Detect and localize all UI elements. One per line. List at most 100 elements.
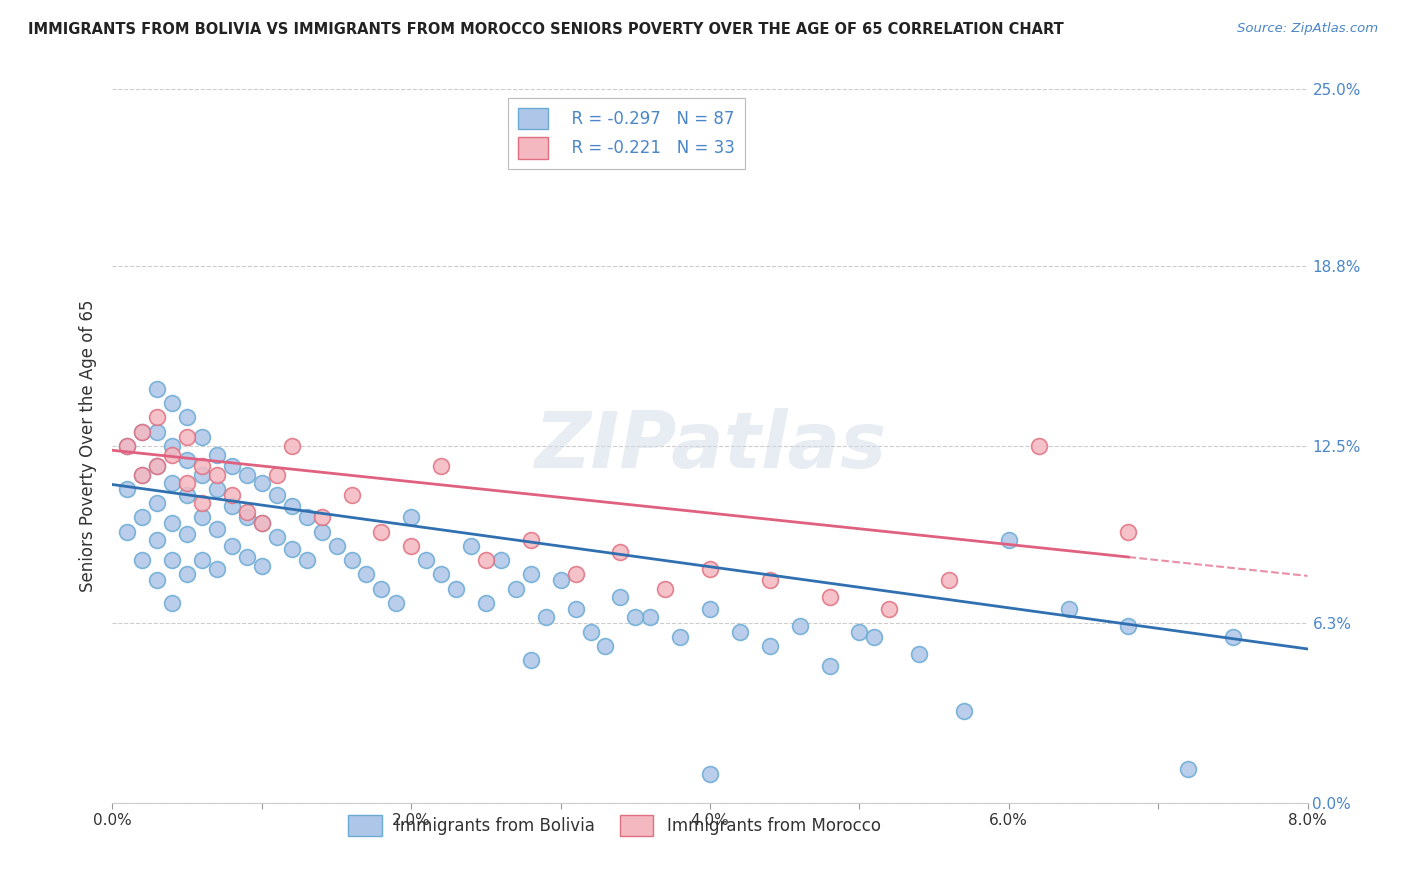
Point bbox=[699, 767, 721, 781]
Point bbox=[221, 487, 243, 501]
Point bbox=[266, 487, 288, 501]
Point bbox=[654, 582, 676, 596]
Point bbox=[176, 487, 198, 501]
Point bbox=[550, 573, 572, 587]
Point bbox=[818, 658, 841, 673]
Point bbox=[325, 539, 347, 553]
Point bbox=[236, 467, 259, 482]
Point bbox=[430, 458, 453, 473]
Point bbox=[579, 624, 602, 639]
Point bbox=[1177, 762, 1199, 776]
Point bbox=[162, 516, 183, 530]
Point bbox=[191, 510, 214, 524]
Point bbox=[728, 624, 751, 639]
Point bbox=[176, 476, 198, 491]
Point bbox=[131, 553, 153, 567]
Point bbox=[370, 524, 392, 539]
Point bbox=[146, 458, 169, 473]
Point bbox=[863, 630, 886, 644]
Point bbox=[401, 510, 423, 524]
Point bbox=[564, 601, 586, 615]
Point bbox=[1118, 524, 1140, 539]
Point bbox=[609, 544, 631, 558]
Point bbox=[176, 567, 198, 582]
Y-axis label: Seniors Poverty Over the Age of 65: Seniors Poverty Over the Age of 65 bbox=[79, 300, 97, 592]
Point bbox=[162, 553, 183, 567]
Point bbox=[117, 524, 139, 539]
Point bbox=[669, 630, 692, 644]
Point bbox=[146, 533, 169, 548]
Point bbox=[1057, 601, 1080, 615]
Point bbox=[162, 476, 183, 491]
Point bbox=[191, 496, 214, 510]
Point bbox=[146, 496, 169, 510]
Point bbox=[848, 624, 870, 639]
Point bbox=[205, 522, 228, 536]
Point bbox=[146, 573, 169, 587]
Point bbox=[699, 601, 721, 615]
Point bbox=[266, 530, 288, 544]
Point bbox=[146, 410, 169, 425]
Point bbox=[340, 487, 363, 501]
Point bbox=[818, 591, 841, 605]
Point bbox=[370, 582, 392, 596]
Point bbox=[998, 533, 1021, 548]
Point bbox=[221, 458, 243, 473]
Point bbox=[295, 553, 318, 567]
Point bbox=[131, 425, 153, 439]
Point bbox=[146, 458, 169, 473]
Point bbox=[595, 639, 617, 653]
Text: Source: ZipAtlas.com: Source: ZipAtlas.com bbox=[1237, 22, 1378, 36]
Point bbox=[624, 610, 647, 624]
Point bbox=[877, 601, 901, 615]
Point bbox=[162, 448, 183, 462]
Point bbox=[176, 430, 198, 444]
Point bbox=[162, 396, 183, 410]
Point bbox=[520, 567, 543, 582]
Point bbox=[162, 596, 183, 610]
Point bbox=[191, 458, 214, 473]
Point bbox=[444, 582, 467, 596]
Point bbox=[250, 516, 273, 530]
Point bbox=[340, 553, 363, 567]
Point bbox=[250, 516, 273, 530]
Point bbox=[236, 505, 259, 519]
Point bbox=[1028, 439, 1050, 453]
Point bbox=[699, 562, 721, 576]
Point bbox=[281, 541, 304, 556]
Point bbox=[759, 639, 782, 653]
Point bbox=[460, 539, 482, 553]
Point bbox=[1118, 619, 1140, 633]
Point bbox=[759, 573, 782, 587]
Point bbox=[131, 510, 153, 524]
Point bbox=[205, 448, 228, 462]
Point bbox=[475, 553, 498, 567]
Point bbox=[489, 553, 512, 567]
Point bbox=[789, 619, 811, 633]
Point bbox=[938, 573, 960, 587]
Point bbox=[236, 510, 259, 524]
Point bbox=[221, 539, 243, 553]
Point bbox=[117, 439, 139, 453]
Point bbox=[131, 467, 153, 482]
Point bbox=[415, 553, 437, 567]
Point bbox=[908, 648, 931, 662]
Point bbox=[953, 705, 976, 719]
Point bbox=[131, 467, 153, 482]
Point bbox=[534, 610, 557, 624]
Point bbox=[401, 539, 423, 553]
Point bbox=[191, 467, 214, 482]
Point bbox=[385, 596, 408, 610]
Point bbox=[430, 567, 453, 582]
Point bbox=[295, 510, 318, 524]
Point bbox=[191, 430, 214, 444]
Point bbox=[311, 524, 333, 539]
Point bbox=[520, 533, 543, 548]
Point bbox=[475, 596, 498, 610]
Point bbox=[205, 467, 228, 482]
Point bbox=[266, 467, 288, 482]
Point bbox=[1222, 630, 1244, 644]
Point bbox=[162, 439, 183, 453]
Point bbox=[191, 553, 214, 567]
Point bbox=[205, 482, 228, 496]
